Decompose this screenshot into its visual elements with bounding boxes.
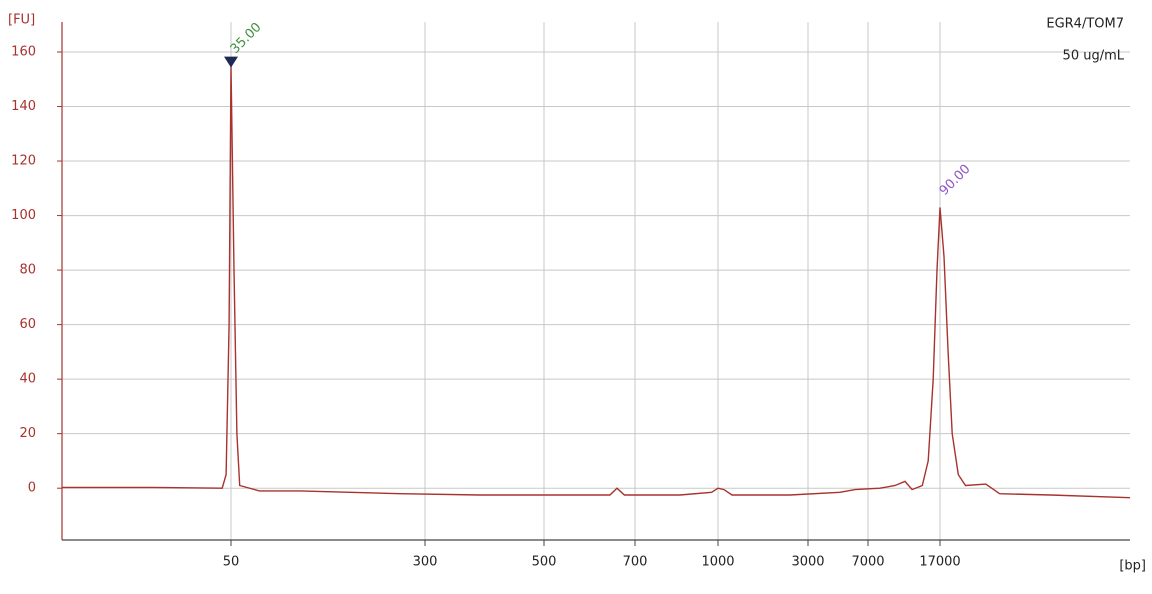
x-tick-label: 700 — [623, 555, 648, 570]
x-tick-label: 1000 — [701, 555, 734, 570]
y-tick-label: 100 — [11, 208, 36, 223]
x-tick-label: 500 — [532, 555, 557, 570]
y-tick-label: 40 — [19, 372, 36, 387]
y-tick-label: 60 — [19, 317, 36, 332]
x-tick-label: 300 — [413, 555, 438, 570]
annotation: 50 ug/mL — [1063, 49, 1125, 64]
y-tick-label: 140 — [11, 99, 36, 114]
y-tick-label: 80 — [19, 263, 36, 278]
x-axis-label: [bp] — [1119, 559, 1146, 574]
grid — [62, 22, 1130, 540]
y-tick-label: 20 — [19, 426, 36, 441]
y-tick-label: 0 — [28, 481, 36, 496]
x-tick-label: 50 — [223, 555, 240, 570]
peak-marker — [224, 56, 238, 68]
trace-line — [62, 65, 1131, 499]
annotation: EGR4/TOM7 — [1046, 17, 1124, 32]
x-tick-label: 17000 — [919, 555, 960, 570]
x-tick-label: 7000 — [851, 555, 884, 570]
y-tick-label: 160 — [11, 44, 36, 59]
y-tick-label: 120 — [11, 154, 36, 169]
y-axis-label: [FU] — [8, 13, 35, 28]
x-tick-label: 3000 — [791, 555, 824, 570]
